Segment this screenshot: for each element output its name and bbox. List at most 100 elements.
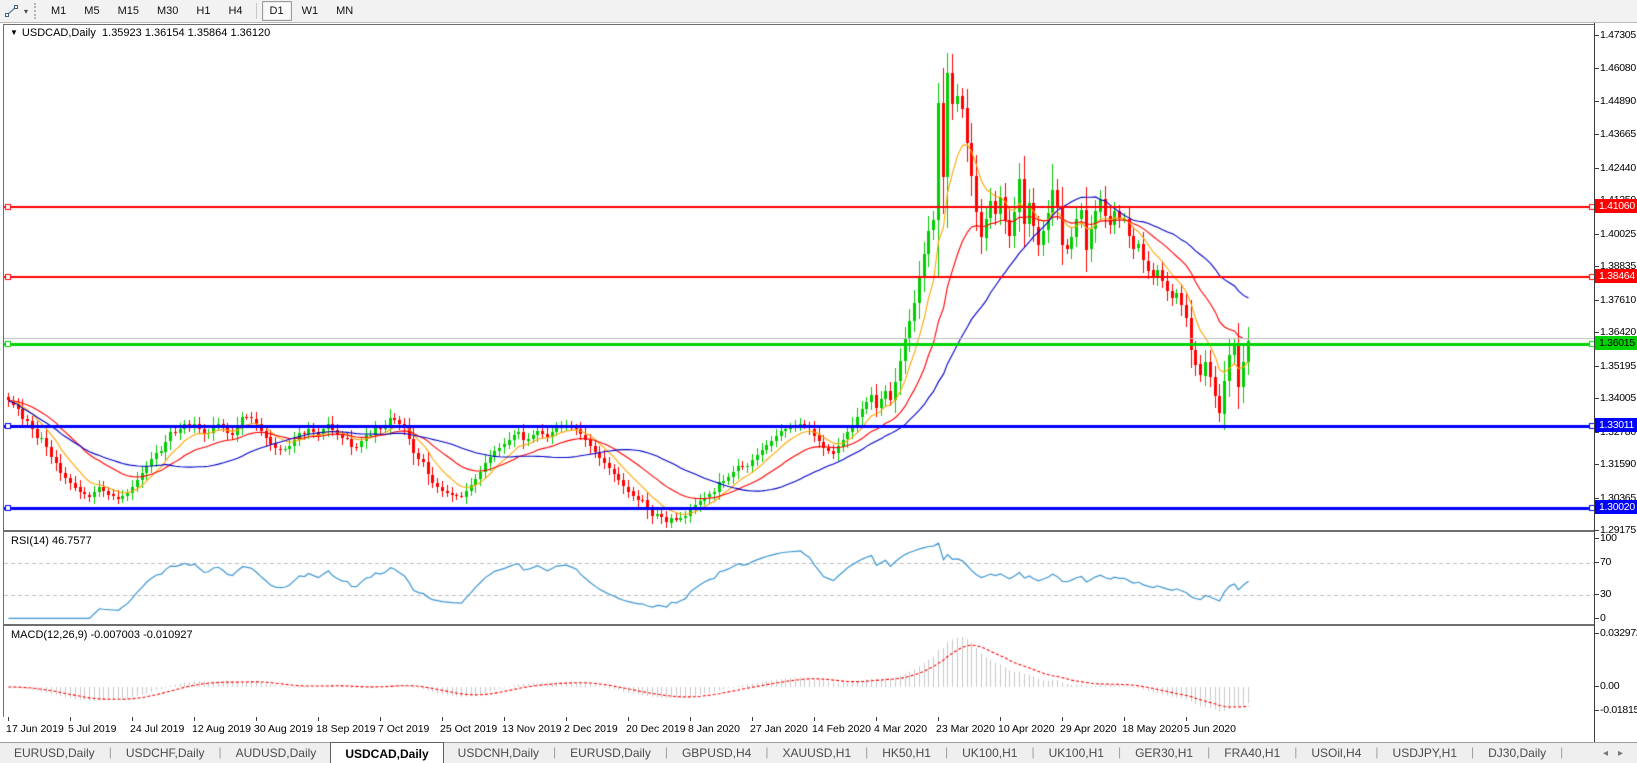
axis-tick-mark xyxy=(1595,498,1599,499)
price-tick-label: 1.34005 xyxy=(1600,392,1636,404)
tab-divider: | xyxy=(1294,745,1298,759)
time-tick-mark xyxy=(318,717,319,721)
chart-tab-usdjpy-h1[interactable]: USDJPY,H1 xyxy=(1392,746,1458,760)
dropdown-caret-icon[interactable]: ▾ xyxy=(24,6,29,16)
chart-symbol-label: USDCAD,Daily xyxy=(21,27,96,39)
timeframe-button-h1[interactable]: H1 xyxy=(196,5,211,17)
time-tick-mark xyxy=(380,717,381,721)
rsi-tick-label: 100 xyxy=(1600,532,1617,544)
date-tick-label: 8 Jan 2020 xyxy=(688,723,740,735)
chart-tab-eurusd-daily[interactable]: EURUSD,Daily xyxy=(14,746,95,760)
chart-tab-uk100-h1[interactable]: UK100,H1 xyxy=(962,746,1018,760)
price-tick-label: 1.47305 xyxy=(1600,29,1636,41)
macd-label: MACD(12,26,9) -0.007003 -0.010927 xyxy=(11,629,193,641)
tab-divider: | xyxy=(1560,745,1564,759)
date-tick-label: 2 Dec 2019 xyxy=(564,723,618,735)
macd-canvas[interactable] xyxy=(4,626,1595,717)
time-tick-mark xyxy=(442,717,443,721)
axis-tick-mark xyxy=(1595,332,1599,333)
tab-divider: | xyxy=(664,745,668,759)
date-tick-label: 27 Jan 2020 xyxy=(750,723,808,735)
tab-divider: | xyxy=(1207,745,1211,759)
date-tick-label: 25 Oct 2019 xyxy=(440,723,498,735)
macd-tick-label: 0.00 xyxy=(1600,680,1620,692)
price-chart-canvas[interactable] xyxy=(4,25,1595,530)
price-tick-label: 1.42440 xyxy=(1600,162,1636,174)
chart-dropdown-icon[interactable]: ▼ xyxy=(10,28,18,37)
price-axis[interactable]: 1.473051.460801.448901.436651.424401.412… xyxy=(1594,23,1637,742)
chart-tab-audusd-daily[interactable]: AUDUSD,Daily xyxy=(235,746,317,760)
timeframe-button-h4[interactable]: H4 xyxy=(228,5,243,17)
chart-tab-fra40-h1[interactable]: FRA40,H1 xyxy=(1224,746,1281,760)
date-tick-label: 10 Apr 2020 xyxy=(998,723,1055,735)
rsi-canvas[interactable] xyxy=(4,532,1595,624)
rsi-indicator-panel: RSI(14) 46.7577 xyxy=(3,531,1595,625)
time-tick-mark xyxy=(628,717,629,721)
axis-tick-mark xyxy=(1595,710,1599,711)
timeframe-button-d1[interactable]: D1 xyxy=(261,1,292,21)
rsi-tick-label: 70 xyxy=(1600,556,1612,568)
tab-scroll-right-icon[interactable]: ▸ xyxy=(1617,747,1623,759)
tab-divider: | xyxy=(108,745,112,759)
chart-tab-eurusd-daily[interactable]: EURUSD,Daily xyxy=(570,746,651,760)
price-line-tag: 1.36015 xyxy=(1595,336,1637,350)
date-tick-label: 17 Jun 2019 xyxy=(6,723,64,735)
price-tick-label: 1.43665 xyxy=(1600,128,1636,140)
timeframe-buttons: M1 M5 M15 M30 H1 H4 D1 W1 MN xyxy=(42,1,362,21)
time-tick-mark xyxy=(1124,717,1125,721)
timeframe-button-m5[interactable]: M5 xyxy=(84,5,100,17)
time-tick-mark xyxy=(690,717,691,721)
chart-tab-gbpusd-h4[interactable]: GBPUSD,H4 xyxy=(681,746,752,760)
time-tick-mark xyxy=(256,717,257,721)
line-tool-icon[interactable] xyxy=(4,3,20,19)
date-tick-label: 4 Mar 2020 xyxy=(874,723,928,735)
rsi-tick-label: 30 xyxy=(1600,588,1612,600)
macd-tick-label: -0.018154 xyxy=(1600,704,1637,716)
date-tick-label: 18 Sep 2019 xyxy=(316,723,376,735)
timeframe-button-w1[interactable]: W1 xyxy=(301,5,319,17)
axis-tick-mark xyxy=(1595,366,1599,367)
axis-tick-mark xyxy=(1595,234,1599,235)
time-tick-mark xyxy=(70,717,71,721)
chart-tab-dj30-daily[interactable]: DJ30,Daily xyxy=(1488,746,1547,760)
axis-tick-mark xyxy=(1595,530,1599,531)
date-tick-label: 18 May 2020 xyxy=(1122,723,1183,735)
date-tick-label: 30 Aug 2019 xyxy=(254,723,313,735)
price-tick-label: 1.35195 xyxy=(1600,360,1636,372)
axis-tick-mark xyxy=(1595,68,1599,69)
tab-divider: | xyxy=(1471,745,1475,759)
timeframe-button-m30[interactable]: M30 xyxy=(156,5,179,17)
chart-tab-ger30-h1[interactable]: GER30,H1 xyxy=(1135,746,1194,760)
chart-tab-uk100-h1[interactable]: UK100,H1 xyxy=(1048,746,1104,760)
axis-tick-mark xyxy=(1595,618,1599,619)
chart-tab-xauusd-h1[interactable]: XAUUSD,H1 xyxy=(782,746,852,760)
chart-tab-hk50-h1[interactable]: HK50,H1 xyxy=(882,746,931,760)
time-tick-mark xyxy=(1000,717,1001,721)
timeframe-button-m1[interactable]: M1 xyxy=(51,5,67,17)
axis-tick-mark xyxy=(1595,633,1599,634)
rsi-label: RSI(14) 46.7577 xyxy=(11,535,92,547)
axis-tick-mark xyxy=(1595,398,1599,399)
time-tick-mark xyxy=(8,717,9,721)
tab-nav-arrows: ◂ ▸ xyxy=(1603,743,1637,763)
chart-tab-usdchf-daily[interactable]: USDCHF,Daily xyxy=(125,746,205,760)
timeframe-button-m15[interactable]: M15 xyxy=(117,5,139,17)
time-axis[interactable]: 17 Jun 2019 5 Jul 2019 24 Jul 2019 12 Aug 2… xyxy=(3,717,1594,742)
timeframe-button-mn[interactable]: MN xyxy=(336,5,354,17)
tab-scroll-left-icon[interactable]: ◂ xyxy=(1602,747,1608,759)
time-tick-mark xyxy=(566,717,567,721)
macd-indicator-panel: MACD(12,26,9) -0.007003 -0.010927 xyxy=(3,625,1595,718)
tab-divider: | xyxy=(1117,745,1122,759)
tab-divider: | xyxy=(1375,745,1379,759)
price-tick-label: 1.46080 xyxy=(1600,62,1636,74)
toolbar-grip-handle[interactable] xyxy=(34,3,37,19)
date-tick-label: 29 Apr 2020 xyxy=(1060,723,1117,735)
date-tick-label: 12 Aug 2019 xyxy=(192,723,251,735)
toolbar-tool-group: ▾ xyxy=(0,3,30,19)
price-tick-label: 1.31590 xyxy=(1600,458,1636,470)
chart-tab-usdcnh-daily[interactable]: USDCNH,Daily xyxy=(457,746,540,760)
chart-tab-usdcad-daily[interactable]: USDCAD,Daily xyxy=(330,742,444,763)
price-tick-label: 1.40025 xyxy=(1600,228,1636,240)
macd-tick-label: 0.032972 xyxy=(1600,627,1637,639)
chart-tab-usoil-h4[interactable]: USOil,H4 xyxy=(1311,746,1362,760)
